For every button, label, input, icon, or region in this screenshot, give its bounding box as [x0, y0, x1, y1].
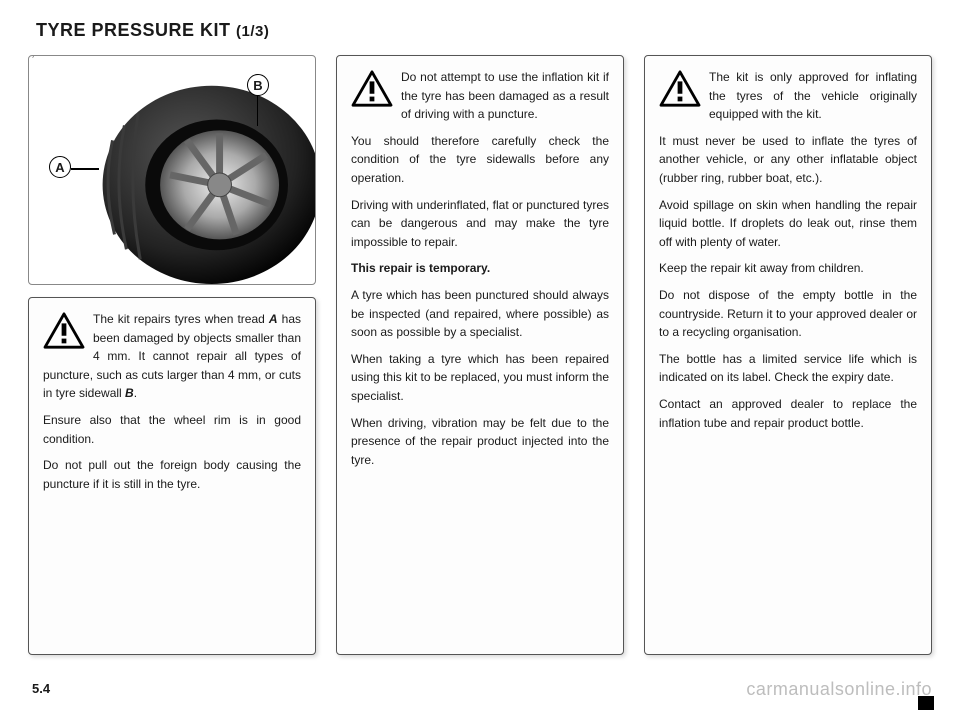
edge-tab: [918, 696, 934, 710]
panel-kit-repairs: The kit repairs tyres when tread A has b…: [28, 297, 316, 655]
page-number: 5.4: [32, 681, 50, 696]
col3-p2: It must never be used to inflate the tyr…: [659, 132, 917, 188]
callout-b-leader: [257, 96, 259, 126]
col1-p1-end: .: [134, 386, 137, 400]
tyre-illustration: [29, 56, 315, 284]
col2-p7: When driving, vibration may be felt due …: [351, 414, 609, 470]
col3-p3: Avoid spillage on skin when hand­ling th…: [659, 196, 917, 252]
column-3: The kit is only approved for inflating t…: [644, 55, 932, 655]
tyre-image: 32788: [28, 55, 316, 285]
col3-p4: Keep the repair kit away from chil­dren.: [659, 259, 917, 278]
col3-p5: Do not dispose of the empty bottle in th…: [659, 286, 917, 342]
content-columns: 32788: [28, 55, 932, 655]
col1-p2: Ensure also that the wheel rim is in goo…: [43, 411, 301, 448]
column-2: Do not attempt to use the inflation kit …: [336, 55, 624, 655]
page-title: TYRE PRESSURE KIT (1/3): [36, 20, 932, 41]
callout-a: A: [49, 156, 71, 178]
col2-p6: When taking a tyre which has been repair…: [351, 350, 609, 406]
col1-p1-a: A: [269, 312, 278, 326]
col1-p3: Do not pull out the foreign body causing…: [43, 456, 301, 493]
title-sub: (1/3): [236, 23, 269, 40]
col1-p1-b: B: [125, 386, 134, 400]
col2-p4-strong: This repair is temporary.: [351, 261, 490, 275]
col2-p2: You should therefore carefully check the…: [351, 132, 609, 188]
warning-icon: [43, 312, 85, 350]
panel-kit-approved: The kit is only approved for inflating t…: [644, 55, 932, 655]
callout-a-leader: [71, 168, 99, 170]
col2-p4: This repair is temporary.: [351, 259, 609, 278]
col3-p7: Contact an approved dealer to re­place t…: [659, 395, 917, 432]
callout-b: B: [247, 74, 269, 96]
warning-icon: [659, 70, 701, 108]
watermark: carmanualsonline.info: [746, 679, 932, 700]
title-main: TYRE PRESSURE KIT: [36, 20, 231, 40]
col3-p6: The bottle has a limited service life wh…: [659, 350, 917, 387]
warning-icon: [351, 70, 393, 108]
col2-p3: Driving with underinflated, flat or punc…: [351, 196, 609, 252]
panel-do-not-attempt: Do not attempt to use the inflation kit …: [336, 55, 624, 655]
column-1: 32788: [28, 55, 316, 655]
col2-p5: A tyre which has been punctured should a…: [351, 286, 609, 342]
col1-p1-pre: The kit repairs tyres when tread: [93, 312, 269, 326]
